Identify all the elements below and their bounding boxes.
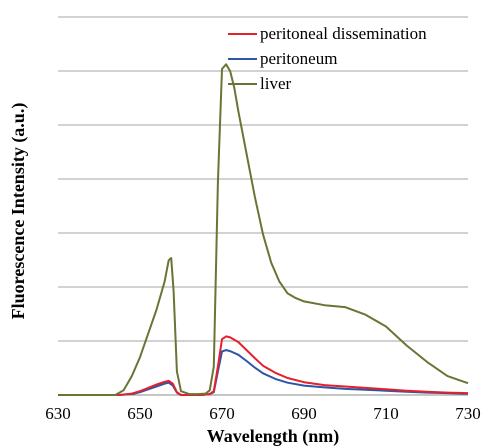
x-tick-label: 670	[209, 404, 235, 423]
legend-label: peritoneal dissemination	[260, 24, 427, 43]
legend: peritoneal dissemination peritoneum liver	[228, 24, 427, 93]
x-tick-label: 710	[373, 404, 399, 423]
x-tick-labels: 630 650 670 690 710 730	[45, 404, 481, 423]
x-tick-label: 650	[127, 404, 153, 423]
series-line-peritoneum	[58, 350, 468, 395]
legend-label: peritoneum	[260, 49, 337, 68]
y-axis-title: Fluorescence Intensity (a.u.)	[8, 103, 29, 320]
series-lines	[58, 64, 468, 395]
legend-label: liver	[260, 74, 291, 93]
series-line-liver	[58, 64, 468, 395]
x-tick-label: 630	[45, 404, 71, 423]
x-tick-label: 690	[291, 404, 317, 423]
x-axis-title: Wavelength (nm)	[207, 426, 340, 446]
x-tick-label: 730	[455, 404, 481, 423]
